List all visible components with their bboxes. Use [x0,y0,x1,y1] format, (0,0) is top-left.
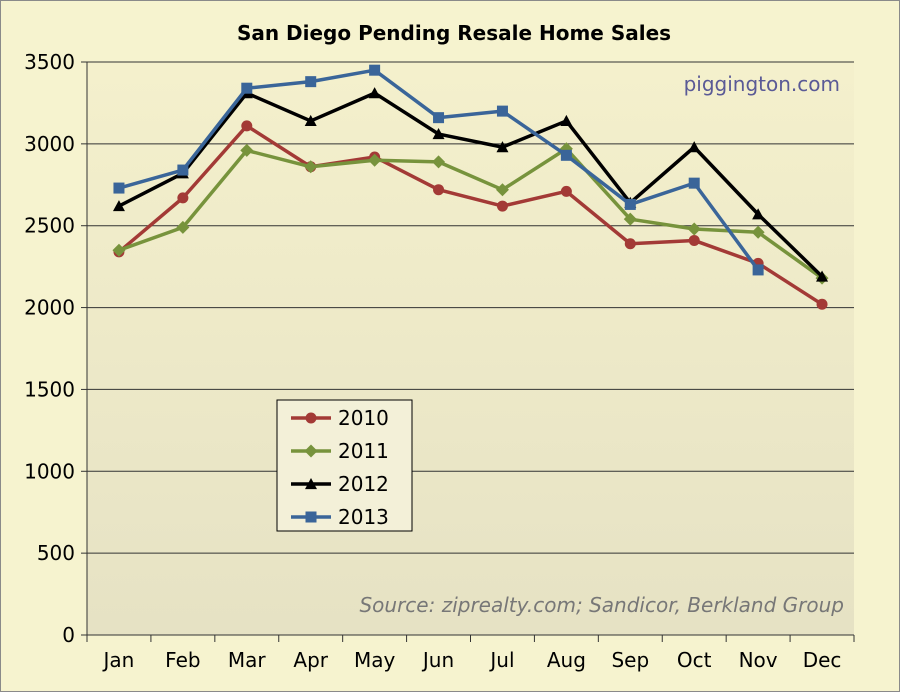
y-tick-label: 0 [62,623,75,647]
y-tick-label: 500 [37,541,75,565]
x-tick-label: Feb [165,648,200,672]
data-point-2011-Sep [623,212,637,226]
data-point-2013-Feb [177,164,189,176]
y-tick-label: 1500 [24,377,75,401]
data-point-2010-Jun [433,184,445,196]
series-2013 [113,64,764,276]
data-point-2013-Nov [752,264,764,276]
y-tick-label: 3500 [24,50,75,74]
data-point-2010-Oct [688,234,700,246]
legend: 2010 2011 2012 2013 [276,399,413,532]
x-tick-label: Jun [421,648,454,672]
legend-marker-2011 [304,444,318,458]
x-tick-label: Apr [293,648,328,672]
legend-marker-2010 [305,412,317,424]
data-point-2012-Apr [304,114,317,127]
chart-title: San Diego Pending Resale Home Sales [237,21,671,45]
data-point-2013-Apr [305,76,317,88]
series-line-2012 [118,91,824,278]
x-tick-label: Oct [677,648,712,672]
x-tick-label: May [354,648,396,672]
source-note: Source: ziprealty.com; Sandicor, Berklan… [359,593,844,617]
data-point-2012-Jan [112,200,125,212]
data-point-2010-Jul [496,200,508,212]
data-point-2012-Nov [752,208,765,220]
series-line-2010 [117,124,823,306]
data-point-2013-Aug [560,149,572,161]
gridlines [87,61,854,554]
data-point-2010-Dec [816,298,828,310]
x-tick-label: Nov [739,648,778,672]
data-point-2011-Nov [751,225,765,239]
data-point-2012-Jul [496,141,509,153]
legend-label-2011: 2011 [338,439,389,463]
data-point-2013-Jun [433,112,445,124]
data-point-2012-Jun [432,128,445,140]
data-point-2013-Mar [241,82,253,94]
x-tick-label: Mar [228,648,267,672]
legend-marker-2013 [305,511,317,523]
y-tick-label: 3000 [24,132,75,156]
series-line-2011 [118,147,824,280]
data-point-2013-Oct [688,177,700,189]
x-tick-label: Jan [102,648,135,672]
legend-label-2010: 2010 [338,406,389,430]
data-point-2011-Apr [304,160,318,174]
data-point-2010-Mar [241,120,253,132]
data-point-2012-May [368,87,381,99]
legend-box [276,399,413,532]
data-point-2011-May [368,153,382,167]
watermark-label: piggington.com [684,72,840,96]
data-point-2013-Jan [113,182,125,194]
legend-label-2013: 2013 [338,505,389,529]
x-tick-label: Sep [611,648,649,672]
data-point-2011-Oct [687,222,701,236]
data-point-2012-Dec [816,270,829,282]
data-point-2012-Aug [560,114,573,127]
axes: 0 500 1000 1500 2000 2500 3000 3500 Jan Feb Mar Apr… [24,50,855,672]
legend-marker-2012 [305,478,317,490]
series-lines [112,64,829,310]
x-tick-label: Aug [547,648,586,672]
data-point-2011-Jun [432,155,446,169]
data-point-2011-Feb [176,220,190,234]
y-tick-label: 2000 [24,296,75,320]
data-point-2012-Oct [688,141,701,153]
plot-area [87,62,854,635]
data-point-2011-Jul [495,183,509,197]
data-point-2010-Aug [560,185,572,197]
x-tick-label: Dec [803,648,842,672]
data-point-2010-Feb [177,192,189,204]
x-tick-label: Jul [488,648,514,672]
y-tick-label: 2500 [24,214,75,238]
data-point-2011-Jan [112,243,126,257]
data-point-2013-Jul [496,105,508,117]
y-tick-label: 1000 [24,459,75,483]
data-point-2011-Mar [240,143,254,157]
data-point-2013-Sep [624,198,636,210]
data-point-2010-Sep [624,238,636,250]
data-point-2013-May [369,64,381,76]
legend-label-2012: 2012 [338,472,389,496]
